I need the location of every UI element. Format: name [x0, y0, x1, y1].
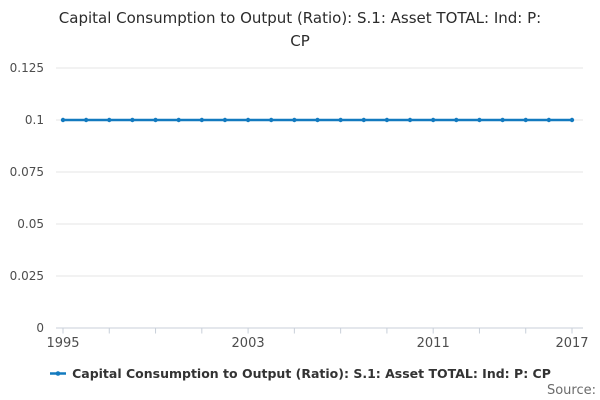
y-axis-tick-label: 0.1 — [25, 113, 44, 127]
data-point-marker[interactable] — [338, 117, 343, 123]
data-point-marker[interactable] — [60, 117, 66, 123]
data-point-marker[interactable] — [292, 117, 297, 123]
x-axis-tick-label: 2011 — [417, 336, 450, 351]
data-point-marker[interactable] — [477, 117, 482, 123]
data-point-marker[interactable] — [107, 117, 112, 123]
data-point-marker[interactable] — [199, 117, 205, 123]
data-point-marker[interactable] — [407, 117, 413, 123]
source-note: Source: — [546, 383, 596, 398]
data-point-marker[interactable] — [269, 117, 274, 123]
x-axis-tick-label: 2017 — [555, 336, 588, 351]
data-point-marker[interactable] — [361, 117, 366, 123]
plot-area: 0 0.025 0.05 0.075 0.1 0.125 1995 2003 2011 2017 — [10, 61, 589, 351]
data-point-marker[interactable] — [546, 117, 552, 123]
y-axis-tick-label: 0 — [36, 321, 44, 335]
chart-title-text: Capital Consumption to Output (Ratio): S… — [58, 9, 542, 50]
x-axis-tick-label: 2003 — [232, 336, 265, 351]
legend-item[interactable]: Capital Consumption to Output (Ratio): S… — [49, 366, 551, 381]
data-point-marker[interactable] — [245, 117, 251, 123]
data-point-marker[interactable] — [430, 117, 436, 123]
chart-title: Capital Consumption to Output (Ratio): S… — [0, 7, 600, 53]
data-point-marker[interactable] — [176, 117, 181, 123]
data-point-marker[interactable] — [569, 117, 575, 123]
y-axis-tick-label: 0.125 — [10, 61, 44, 75]
y-axis-tick-label: 0.025 — [10, 269, 44, 283]
data-point-marker[interactable] — [384, 117, 390, 123]
data-point-marker[interactable] — [315, 117, 320, 123]
legend: Capital Consumption to Output (Ratio): S… — [0, 366, 600, 381]
data-point-marker[interactable] — [454, 117, 459, 123]
data-point-marker[interactable] — [130, 117, 135, 123]
data-point-marker[interactable] — [222, 117, 228, 123]
x-axis-tick-label: 1995 — [46, 336, 79, 351]
legend-item-label: Capital Consumption to Output (Ratio): S… — [72, 366, 551, 381]
legend-series-marker-icon — [50, 371, 67, 376]
y-axis-tick-label: 0.075 — [10, 165, 44, 179]
y-axis-tick-label: 0.05 — [17, 217, 44, 231]
data-point-marker[interactable] — [523, 117, 528, 123]
data-point-marker[interactable] — [83, 117, 89, 123]
data-point-marker[interactable] — [153, 117, 158, 123]
data-point-marker[interactable] — [500, 117, 505, 123]
